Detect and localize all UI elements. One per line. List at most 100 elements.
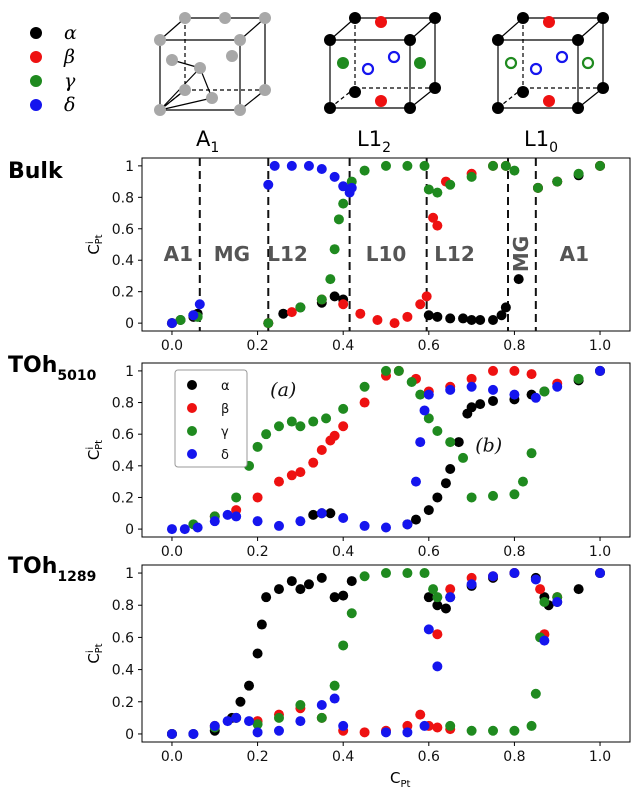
- toh1289-point-delta: [244, 716, 255, 727]
- toh1289-point-delta: [402, 727, 413, 738]
- toh5010-point-gamma: [273, 421, 284, 432]
- toh1289-point-alpha: [423, 592, 434, 603]
- panel-title-toh1289: TOh1289: [8, 554, 96, 585]
- toh1289-point-gamma: [530, 688, 541, 699]
- panel-title-toh5010: TOh5010: [8, 353, 97, 384]
- toh5010-point-alpha: [475, 399, 486, 410]
- toh1289-point-beta: [359, 727, 370, 738]
- toh1289-point-beta: [535, 584, 546, 595]
- toh5010-point-delta: [552, 381, 563, 392]
- bulk-point-delta: [269, 160, 280, 171]
- toh1289-point-gamma: [329, 680, 340, 691]
- bulk-point-delta: [329, 171, 340, 182]
- bulk-phase-label: MG: [214, 242, 250, 266]
- toh5010-point-beta: [466, 373, 477, 384]
- toh1289-x-tick-label: 0.4: [332, 749, 354, 765]
- bulk-point-gamma: [445, 179, 456, 190]
- toh5010-legend-label-delta: δ: [221, 448, 229, 463]
- bulk-point-delta: [188, 310, 199, 321]
- toh5010-point-delta: [252, 516, 263, 527]
- bulk-point-alpha: [423, 310, 434, 321]
- bulk-point-beta: [286, 307, 297, 318]
- toh5010-point-beta: [329, 430, 340, 441]
- bulk-point-delta: [286, 160, 297, 171]
- toh5010-legend-box: [174, 369, 248, 468]
- structure-label-l12: L12: [357, 127, 391, 156]
- toh1289-point-alpha: [329, 592, 340, 603]
- bulk-point-delta: [263, 179, 274, 190]
- toh1289-point-delta: [166, 728, 177, 739]
- toh5010-x-tick-label: 0.2: [246, 544, 268, 560]
- toh1289-point-gamma: [428, 584, 439, 595]
- toh1289-x-tick-label: 0.2: [246, 749, 268, 765]
- bulk-point-gamma: [500, 160, 511, 171]
- toh5010-annotation: (b): [475, 435, 502, 457]
- toh5010-point-delta: [402, 519, 413, 530]
- bulk-point-gamma: [329, 244, 340, 255]
- bulk-y-axis-label: CiPt: [85, 234, 105, 254]
- bulk-axes-frame: [141, 157, 631, 332]
- toh5010-point-gamma: [488, 490, 499, 501]
- toh5010-point-beta: [526, 369, 537, 380]
- bulk-point-beta: [355, 308, 366, 319]
- toh5010-y-axis-label: CiPt: [85, 440, 105, 460]
- bulk-point-beta: [415, 299, 426, 310]
- bulk-point-gamma: [338, 198, 349, 209]
- bulk-point-gamma: [333, 214, 344, 225]
- toh1289-point-alpha: [261, 592, 272, 603]
- toh1289-point-gamma: [359, 571, 370, 582]
- toh1289-point-beta: [432, 722, 443, 733]
- toh1289-point-delta: [552, 597, 563, 608]
- toh1289-point-alpha: [346, 576, 357, 587]
- bulk-point-gamma: [263, 318, 274, 329]
- toh5010-y-tick-label: 0.4: [112, 459, 134, 475]
- bulk-point-alpha: [329, 291, 340, 302]
- toh1289-point-alpha: [235, 696, 246, 707]
- toh5010-point-gamma: [261, 429, 272, 440]
- site-legend-label-gamma: γ: [64, 70, 76, 92]
- toh1289-point-gamma: [526, 720, 537, 731]
- toh1289-point-delta: [432, 661, 443, 672]
- toh5010-point-alpha: [410, 514, 421, 525]
- toh1289-y-tick-label: 0.6: [112, 630, 134, 646]
- bulk-point-delta: [303, 160, 314, 171]
- toh1289-point-delta: [381, 727, 391, 738]
- toh1289-point-delta: [329, 693, 340, 704]
- toh5010-point-alpha: [325, 508, 336, 519]
- toh5010-point-beta: [338, 421, 349, 432]
- site-legend: α β γ δ: [30, 22, 77, 116]
- chart-panel-toh5010: 0.0 0.2 0.4 0.6 0.8 1.0 0 0.2 0.4 0.6 0.8 1 CiPt (a) (…: [85, 362, 631, 560]
- bulk-point-alpha: [500, 302, 511, 313]
- bulk-x-tick-label: 0.6: [418, 338, 440, 354]
- toh1289-point-alpha: [286, 576, 297, 587]
- bulk-phase-label: L10: [366, 242, 407, 266]
- toh5010-legend-label-alpha: α: [221, 379, 230, 394]
- toh1289-point-delta: [445, 592, 456, 603]
- toh5010-x-tick-label: 0.0: [161, 544, 183, 560]
- bulk-point-alpha: [445, 313, 456, 324]
- toh1289-point-gamma: [381, 568, 391, 579]
- site-legend-dot-delta: [30, 99, 42, 111]
- site-legend-label-delta: δ: [64, 94, 75, 116]
- bulk-x-tick-label: 1.0: [589, 338, 611, 354]
- bulk-phase-label: A1: [560, 242, 589, 266]
- bulk-point-alpha: [475, 314, 486, 325]
- toh1289-point-gamma: [432, 592, 443, 603]
- chart-panel-bulk: 0.0 0.2 0.4 0.6 0.8 1.0 0 0.2 0.4 0.6 0.8 1 CiPt A1 MG…: [85, 157, 631, 354]
- toh5010-y-tick-label: 1: [125, 364, 134, 380]
- toh1289-point-gamma: [252, 719, 263, 730]
- site-legend-dot-beta: [30, 51, 42, 63]
- toh1289-point-delta: [295, 716, 306, 727]
- panel-title-bulk: Bulk: [8, 159, 64, 184]
- toh1289-point-beta: [445, 584, 456, 595]
- toh1289-point-alpha: [295, 584, 306, 595]
- toh1289-point-gamma: [316, 712, 327, 723]
- bulk-point-gamma: [295, 302, 306, 313]
- cube-l12: [324, 12, 441, 114]
- toh1289-point-delta: [488, 571, 499, 582]
- toh5010-point-gamma: [308, 416, 319, 427]
- bulk-point-gamma: [509, 165, 520, 176]
- toh1289-point-beta: [415, 709, 426, 720]
- toh5010-point-beta: [359, 397, 370, 408]
